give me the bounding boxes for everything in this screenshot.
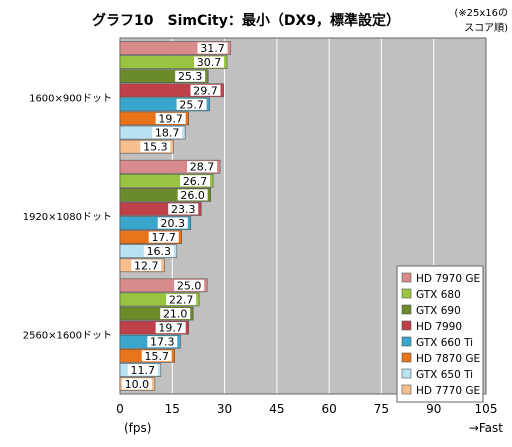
data-label: 11.7 [131,364,156,377]
legend-swatch [401,304,412,315]
data-label-bg [190,84,221,96]
grid-lines [119,37,487,395]
data-label-bg [155,322,186,334]
data-label: 21.0 [163,308,188,321]
legend-label: GTX 650 Ti [416,369,473,381]
data-label-bg [177,189,208,201]
data-label: 15.7 [144,350,169,363]
data-label: 25.7 [179,98,204,111]
data-label-bg [175,70,206,82]
data-label-bg [143,245,174,257]
x-tick-label: 90 [426,402,441,416]
data-label: 31.7 [200,42,225,55]
data-label: 15.3 [143,141,168,154]
data-label-bg [166,293,197,305]
legend-label: HD 7770 GE [416,385,480,397]
data-label: 12.7 [134,259,159,272]
data-label: 16.3 [147,245,172,258]
legend-swatch [401,320,412,331]
legend-label: GTX 660 Ti [416,337,473,349]
chart-title: グラフ10 SimCity：最小（DX9，標準設定） [92,12,400,29]
data-label-bg [168,203,199,215]
data-label-bg [157,217,188,229]
data-label-bg [147,336,178,348]
data-label-bg [160,308,191,320]
legend-label: HD 7870 GE [416,353,480,365]
x-tick-label: 15 [165,402,180,416]
category-label: 1920×1080ドット [23,212,112,223]
legend-box [396,265,484,403]
data-label-bg [194,56,225,68]
data-label-bg [180,175,211,187]
legend-swatch [401,352,412,363]
category-label: 2560×1600ドット [23,331,112,342]
data-label-bg [127,364,158,376]
data-label: 22.7 [169,293,194,306]
data-label-bg [140,141,171,153]
x-tick-label: 60 [322,402,337,416]
data-label: 26.0 [180,189,205,202]
x-tick-label: 105 [475,402,498,416]
data-label: 18.7 [155,127,180,140]
x-axis-label: (fps) [124,421,151,435]
data-label: 19.7 [158,322,183,335]
plot-border [119,37,487,395]
legend: HD 7970 GE GTX 680 GTX 690 HD 7990 GTX 660 T… [396,265,484,403]
category-label: 1600×900ドット [29,93,112,104]
data-label: 25.0 [177,279,202,292]
data-label-bg [141,350,172,362]
data-label: 26.7 [183,175,208,188]
legend-label: HD 7990 [416,321,462,333]
x-tick-label: 0 [116,402,124,416]
legend-swatch [401,336,412,347]
note-line1: (※25x16の [454,8,508,19]
legend-label: GTX 690 [416,305,461,317]
x-tick-labels: 0 15 30 45 60 75 90 105 [116,402,497,416]
data-label-bg [155,112,186,124]
data-label-bg [197,42,228,54]
bars-group: 31.730.725.329.725.719.718.715.328.726.7… [119,41,231,391]
legend-swatch [401,384,412,395]
x-axis-fast-label: →Fast [469,421,503,435]
note-line2: スコア順) [464,22,508,34]
legend-swatch [401,288,412,299]
data-label-bg [121,378,152,390]
data-label: 10.0 [125,378,150,391]
data-label: 19.7 [158,112,183,125]
data-label: 20.3 [161,217,186,230]
data-label: 23.3 [171,203,196,216]
legend-swatch [401,272,412,283]
data-label-bg [187,161,218,173]
data-label-bg [174,279,205,291]
category-labels: 1600×900ドット 1920×1080ドット 2560×1600ドット [23,93,112,341]
data-label-bg [152,127,183,139]
legend-label: GTX 680 [416,289,461,301]
data-label-bg [176,98,207,110]
data-label: 17.3 [150,336,175,349]
data-label-bg [148,231,179,243]
data-label: 30.7 [197,56,222,69]
x-tick-label: 30 [217,402,232,416]
data-label: 28.7 [190,161,215,174]
legend-label: HD 7970 GE [416,273,480,285]
data-label: 29.7 [193,84,218,97]
data-label-bg [131,259,162,271]
x-tick-label: 45 [269,402,284,416]
data-label: 25.3 [178,70,203,83]
x-tick-label: 75 [374,402,389,416]
data-label: 17.7 [151,231,176,244]
legend-swatch [401,368,412,379]
